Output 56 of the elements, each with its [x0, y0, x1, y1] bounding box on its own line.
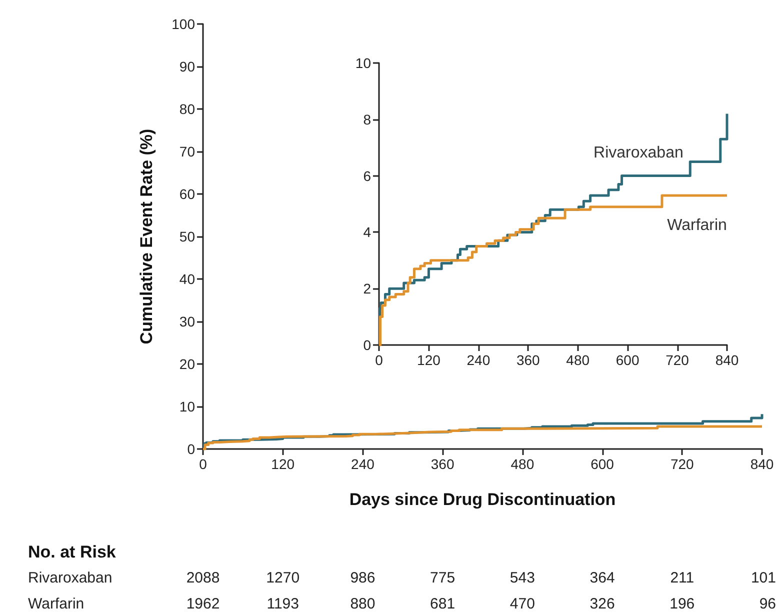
x-axis-title: Days since Drug Discontinuation	[349, 490, 616, 509]
text: 101	[750, 570, 776, 586]
x-tick-label: 840	[715, 352, 739, 368]
text: 326	[590, 596, 615, 612]
x-tick-label: 480	[510, 456, 534, 472]
text: 1270	[266, 570, 300, 586]
series-label: Warfarin	[667, 217, 727, 234]
text: 880	[350, 596, 376, 612]
y-tick-label: 100	[172, 16, 196, 32]
text: 196	[670, 596, 695, 612]
y-axis-title: Cumulative Event Rate (%)	[137, 128, 156, 344]
y-tick-label: 0	[187, 441, 196, 457]
text: Warfarin	[28, 596, 84, 612]
x-tick-label: 240	[466, 352, 490, 368]
text: 2088	[186, 570, 220, 586]
text: 211	[670, 570, 694, 586]
text: Rivaroxaban	[28, 570, 112, 586]
x-tick-label: 480	[566, 352, 590, 368]
x-tick-label: 240	[351, 456, 375, 472]
x-tick-label: 720	[666, 352, 690, 368]
text: 543	[510, 570, 535, 586]
text: No. at Risk	[28, 542, 116, 562]
text: 681	[430, 596, 456, 612]
y-tick-label: 6	[363, 168, 372, 184]
x-tick-label: 360	[430, 456, 454, 472]
x-tick-label: 840	[750, 456, 774, 472]
y-tick-label: 10	[355, 55, 372, 71]
y-tick-label: 70	[179, 144, 196, 160]
series-label: Rivaroxaban	[594, 144, 684, 162]
y-tick-label: 30	[179, 314, 196, 330]
x-tick-label: 120	[417, 352, 441, 368]
y-tick-label: 40	[179, 271, 196, 287]
x-tick-label: 600	[616, 352, 640, 368]
text: 986	[350, 570, 376, 586]
y-tick-label: 4	[363, 224, 372, 240]
y-tick-label: 50	[179, 228, 196, 244]
y-tick-label: 8	[363, 111, 372, 128]
y-tick-label: 10	[179, 398, 196, 414]
y-tick-label: 90	[179, 58, 196, 74]
text: 96	[759, 596, 776, 612]
y-tick-label: 80	[179, 101, 196, 117]
text: 775	[430, 570, 456, 586]
y-tick-label: 20	[179, 356, 196, 372]
x-tick-label: 0	[199, 456, 208, 472]
text: 470	[510, 596, 535, 612]
text: 1962	[186, 596, 220, 612]
x-tick-label: 360	[516, 352, 540, 368]
x-tick-label: 120	[271, 456, 295, 472]
text: 1193	[266, 596, 299, 612]
x-tick-label: 600	[590, 456, 614, 472]
x-tick-label: 720	[670, 456, 694, 472]
text: 364	[590, 570, 615, 586]
y-tick-label: 2	[363, 280, 372, 297]
y-tick-label: 0	[363, 337, 372, 353]
x-tick-label: 0	[375, 352, 384, 368]
y-tick-label: 60	[179, 186, 196, 202]
